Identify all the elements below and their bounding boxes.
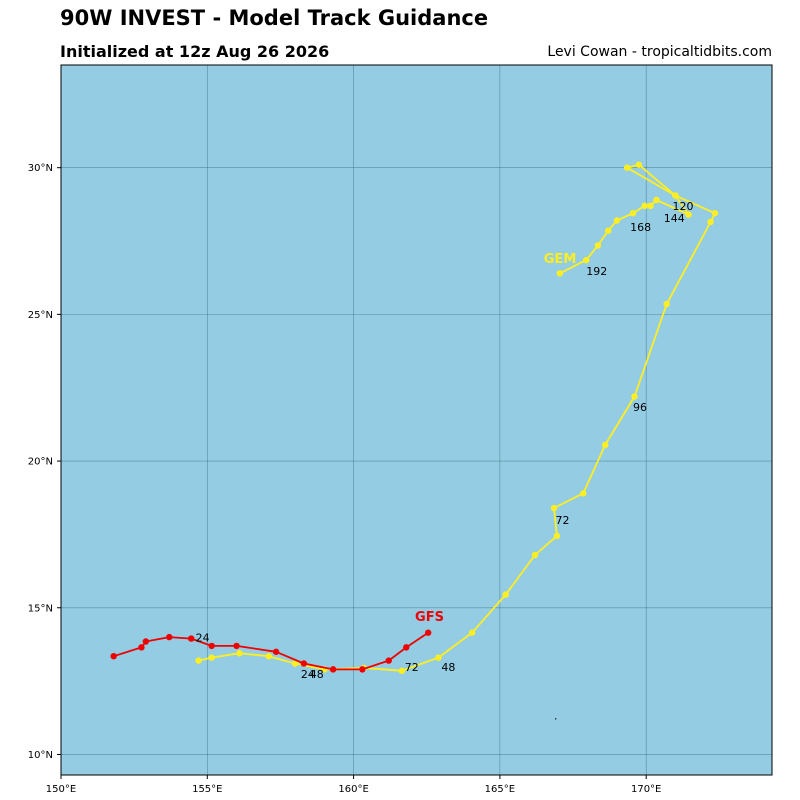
gem-model-label: GEM — [544, 252, 577, 267]
gfs-track-point — [110, 652, 117, 660]
gfs-track — [110, 629, 432, 673]
gem-track-point — [583, 256, 590, 264]
gem-track-point — [672, 192, 679, 199]
x-tick-label: 160°E — [338, 784, 368, 795]
gem-track-point — [663, 300, 670, 308]
gfs-track-point — [142, 638, 150, 645]
gem-track-point — [195, 657, 202, 664]
gem-track-point — [623, 164, 631, 171]
y-tick-label: 30°N — [28, 163, 53, 174]
gem-track-point — [435, 654, 442, 661]
gem-track-point — [236, 650, 243, 657]
gem-hour-label: 144 — [664, 212, 685, 225]
gfs-track-point — [329, 666, 337, 673]
gem-track-point — [631, 393, 638, 400]
gem-hour-label: 192 — [586, 265, 607, 278]
y-tick-label: 15°N — [28, 603, 53, 614]
gem-track-point — [553, 532, 561, 540]
x-tick-label: 155°E — [192, 784, 222, 795]
gem-hour-label: 48 — [441, 661, 455, 674]
gfs-hour-label: 72 — [405, 661, 419, 674]
gfs-track-line — [113, 631, 429, 671]
gfs-track-point — [385, 657, 392, 664]
gfs-track-point — [208, 642, 215, 650]
gem-track-point — [685, 211, 692, 218]
gem-track-point — [641, 202, 648, 210]
gem-track-point — [707, 218, 714, 226]
axis-ticks: 150°E 155°E 160°E 165°E 170°E 10°N 15°N 20°N 25°… — [28, 163, 662, 795]
y-tick-label: 10°N — [28, 750, 53, 761]
y-tick-label: 25°N — [28, 310, 53, 321]
gfs-hour-label: 24 — [196, 632, 210, 645]
gem-track-point — [265, 652, 272, 660]
gfs-hour-label: 48 — [310, 668, 324, 681]
chart-subtitle: Initialized at 12z Aug 26 2026 — [60, 42, 330, 61]
gem-track-point — [594, 242, 602, 249]
gem-track-point — [531, 551, 539, 559]
gfs-track-point — [233, 642, 240, 650]
gem-track-point — [711, 209, 719, 217]
gem-track-point — [604, 227, 612, 234]
y-tick-label: 20°N — [28, 457, 53, 468]
gem-track-point — [629, 209, 637, 217]
gfs-track-point — [359, 666, 366, 673]
gfs-track-point — [166, 633, 173, 641]
x-tick-label: 150°E — [46, 784, 76, 795]
gfs-track-point — [272, 648, 280, 655]
x-tick-label: 165°E — [485, 784, 515, 795]
gem-hour-label: 24 — [301, 668, 315, 681]
gem-track-point — [208, 654, 215, 661]
plot-frame — [60, 64, 773, 776]
gem-track-point — [550, 504, 558, 512]
x-tick-label: 170°E — [631, 784, 661, 795]
gem-track-point — [580, 490, 587, 497]
gem-track-point — [398, 667, 406, 675]
gem-track-point — [556, 270, 564, 277]
gfs-track-point — [188, 635, 195, 642]
gem-hour-label: 72 — [555, 514, 569, 527]
gem-hour-label: 96 — [633, 401, 647, 414]
gem-track-point — [613, 217, 621, 224]
gem-hour-label: 120 — [673, 200, 694, 213]
tracks — [110, 161, 719, 675]
gem-track-point — [502, 591, 509, 598]
credit-text: Levi Cowan - tropicaltidbits.com — [547, 44, 772, 60]
gem-hour-label: 168 — [630, 221, 651, 234]
gfs-track-point — [425, 629, 432, 636]
gem-track-point — [602, 441, 609, 449]
gem-track-point — [653, 196, 660, 204]
gfs-track-point — [403, 644, 410, 651]
gem-track-point — [291, 660, 299, 667]
gfs-track-point — [138, 644, 145, 651]
chart-title: 90W INVEST - Model Track Guidance — [60, 6, 489, 30]
gfs-model-label: GFS — [415, 610, 444, 625]
gem-track-point — [468, 629, 476, 636]
gem-track-point — [647, 202, 654, 210]
gem-track-point — [635, 161, 643, 168]
map-annotation: . — [554, 709, 558, 722]
gfs-track-point — [300, 660, 308, 667]
